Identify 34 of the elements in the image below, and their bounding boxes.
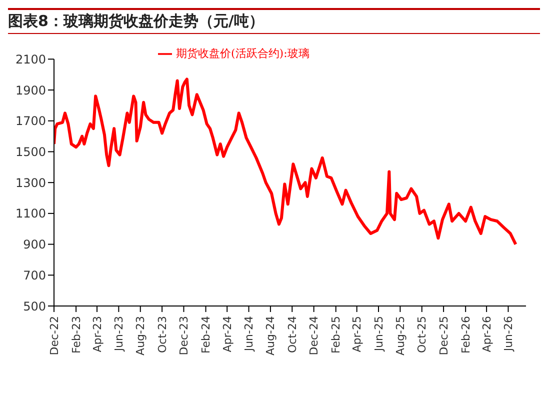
- x-tick-label: Dec-23: [178, 316, 191, 356]
- x-tick-label: Feb-26: [459, 316, 472, 354]
- x-tick-label: Dec-22: [48, 316, 61, 356]
- y-tick-label: 1300: [15, 176, 46, 190]
- legend-label: 期货收盘价(活跃合约):玻璃: [176, 47, 310, 60]
- x-tick-label: Jun-23: [112, 316, 126, 352]
- x-tick-label: Oct-24: [286, 316, 299, 353]
- x-tick-label: Feb-23: [70, 316, 83, 354]
- x-tick-label: Aug-24: [264, 316, 278, 356]
- x-tick-label: Jun-25: [372, 316, 386, 352]
- y-tick-label: 900: [23, 238, 46, 252]
- x-tick-label: Apr-24: [220, 316, 234, 352]
- x-tick-label: Feb-24: [200, 316, 213, 354]
- y-tick-label: 1900: [15, 83, 46, 98]
- line-series: [54, 78, 518, 246]
- y-tick-label: 2100: [15, 52, 46, 66]
- x-tick-label: Jun-24: [242, 316, 256, 352]
- y-tick-label: 1100: [15, 206, 46, 221]
- chart-title: 图表8：玻璃期货收盘价走势（元/吨）: [8, 8, 540, 34]
- x-tick-label: Jun-26: [502, 316, 516, 352]
- x-tick-label: Apr-23: [90, 316, 104, 352]
- x-tick-label: Oct-25: [416, 316, 429, 353]
- y-tick-label: 700: [23, 268, 46, 282]
- x-tick-label: Aug-23: [134, 316, 148, 356]
- x-tick-label: Dec-25: [437, 316, 450, 356]
- y-tick-label: 1700: [15, 114, 46, 128]
- x-tick-label: Feb-25: [330, 316, 343, 354]
- x-tick-label: Apr-26: [480, 316, 494, 352]
- x-tick-label: Dec-24: [308, 316, 321, 356]
- x-tick-label: Aug-25: [394, 316, 407, 356]
- y-tick-label: 1500: [15, 144, 46, 159]
- x-tick-label: Apr-25: [350, 316, 364, 352]
- y-tick-label: 500: [23, 299, 46, 314]
- x-tick-label: Oct-23: [156, 316, 169, 353]
